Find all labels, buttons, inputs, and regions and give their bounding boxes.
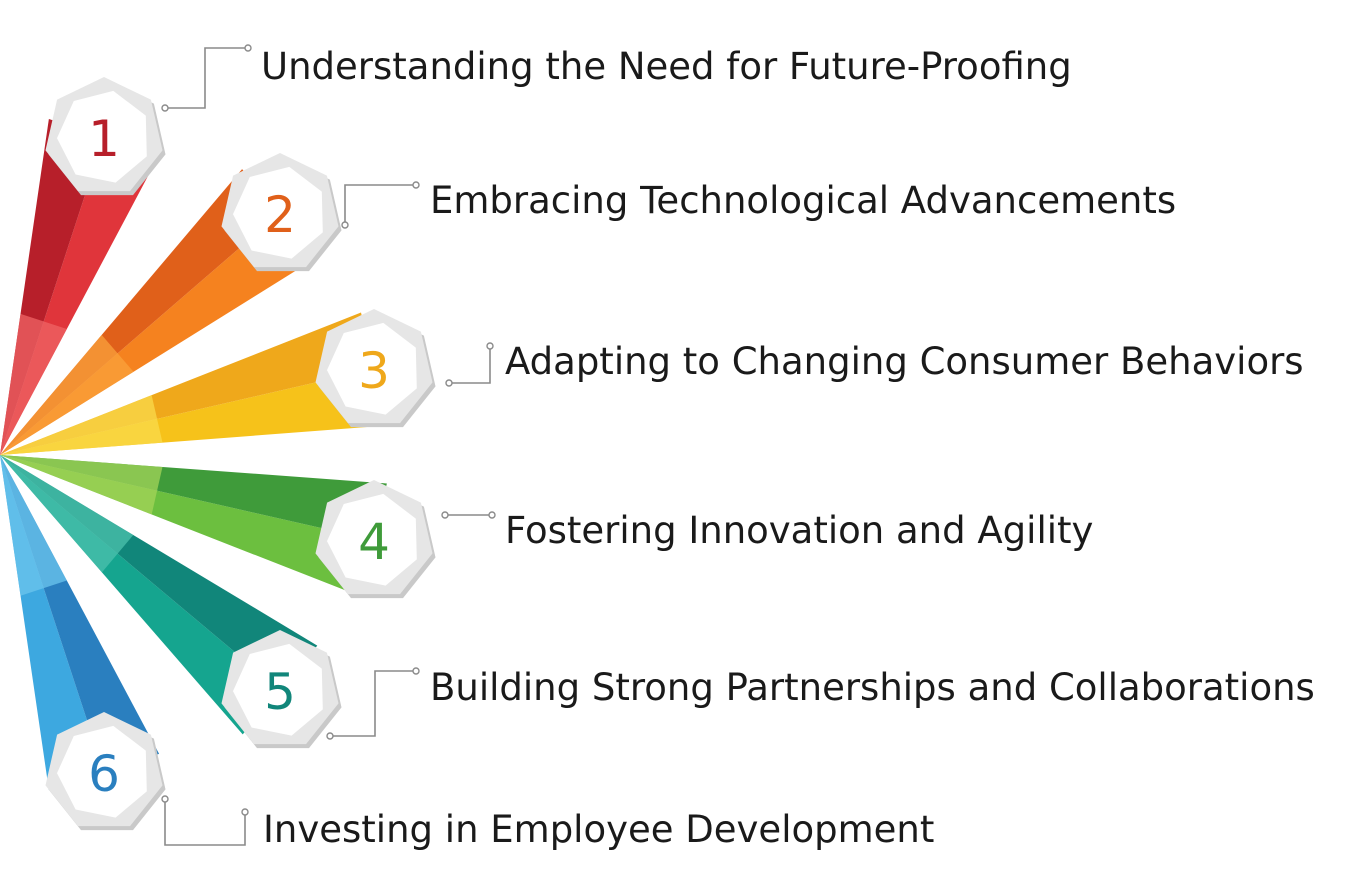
step-3-ray	[0, 312, 387, 455]
step-1-badge: 1	[45, 77, 166, 196]
step-2-badge: 2	[221, 153, 342, 272]
step-3-number: 3	[358, 342, 390, 400]
step-6-connector	[161, 795, 249, 846]
label-group: Understanding the Need for Future-Proofi…	[261, 45, 1315, 851]
step-4-badge: 4	[315, 480, 436, 599]
step-5-badge: 5	[221, 630, 342, 749]
step-1-number: 1	[88, 110, 120, 168]
step-3-label: Adapting to Changing Consumer Behaviors	[505, 340, 1304, 383]
step-6-number: 6	[88, 745, 120, 803]
step-3-badge: 3	[315, 309, 436, 428]
step-2-label: Embracing Technological Advancements	[430, 179, 1176, 222]
step-5-label: Building Strong Partnerships and Collabo…	[430, 666, 1315, 709]
step-2-ray	[0, 169, 318, 456]
step-6-label: Investing in Employee Development	[263, 808, 934, 851]
step-5-ray	[0, 455, 318, 735]
ray-group	[0, 118, 387, 791]
step-2-connector	[341, 181, 420, 229]
step-5-connector	[326, 667, 420, 740]
step-5-number: 5	[264, 663, 296, 721]
step-1-ray	[0, 118, 160, 455]
step-4-ray	[0, 455, 387, 597]
step-6-ray	[0, 455, 160, 791]
step-1-label: Understanding the Need for Future-Proofi…	[261, 45, 1072, 88]
step-1-connector	[161, 44, 252, 112]
step-4-label: Fostering Innovation and Agility	[505, 509, 1093, 552]
connector-group	[161, 44, 496, 846]
step-4-number: 4	[358, 513, 390, 571]
step-3-connector	[445, 342, 494, 387]
step-2-number: 2	[264, 186, 296, 244]
badge-group: 1 2 3 4 5 6	[45, 77, 436, 831]
step-6-badge: 6	[45, 712, 166, 831]
step-4-connector	[441, 511, 496, 519]
